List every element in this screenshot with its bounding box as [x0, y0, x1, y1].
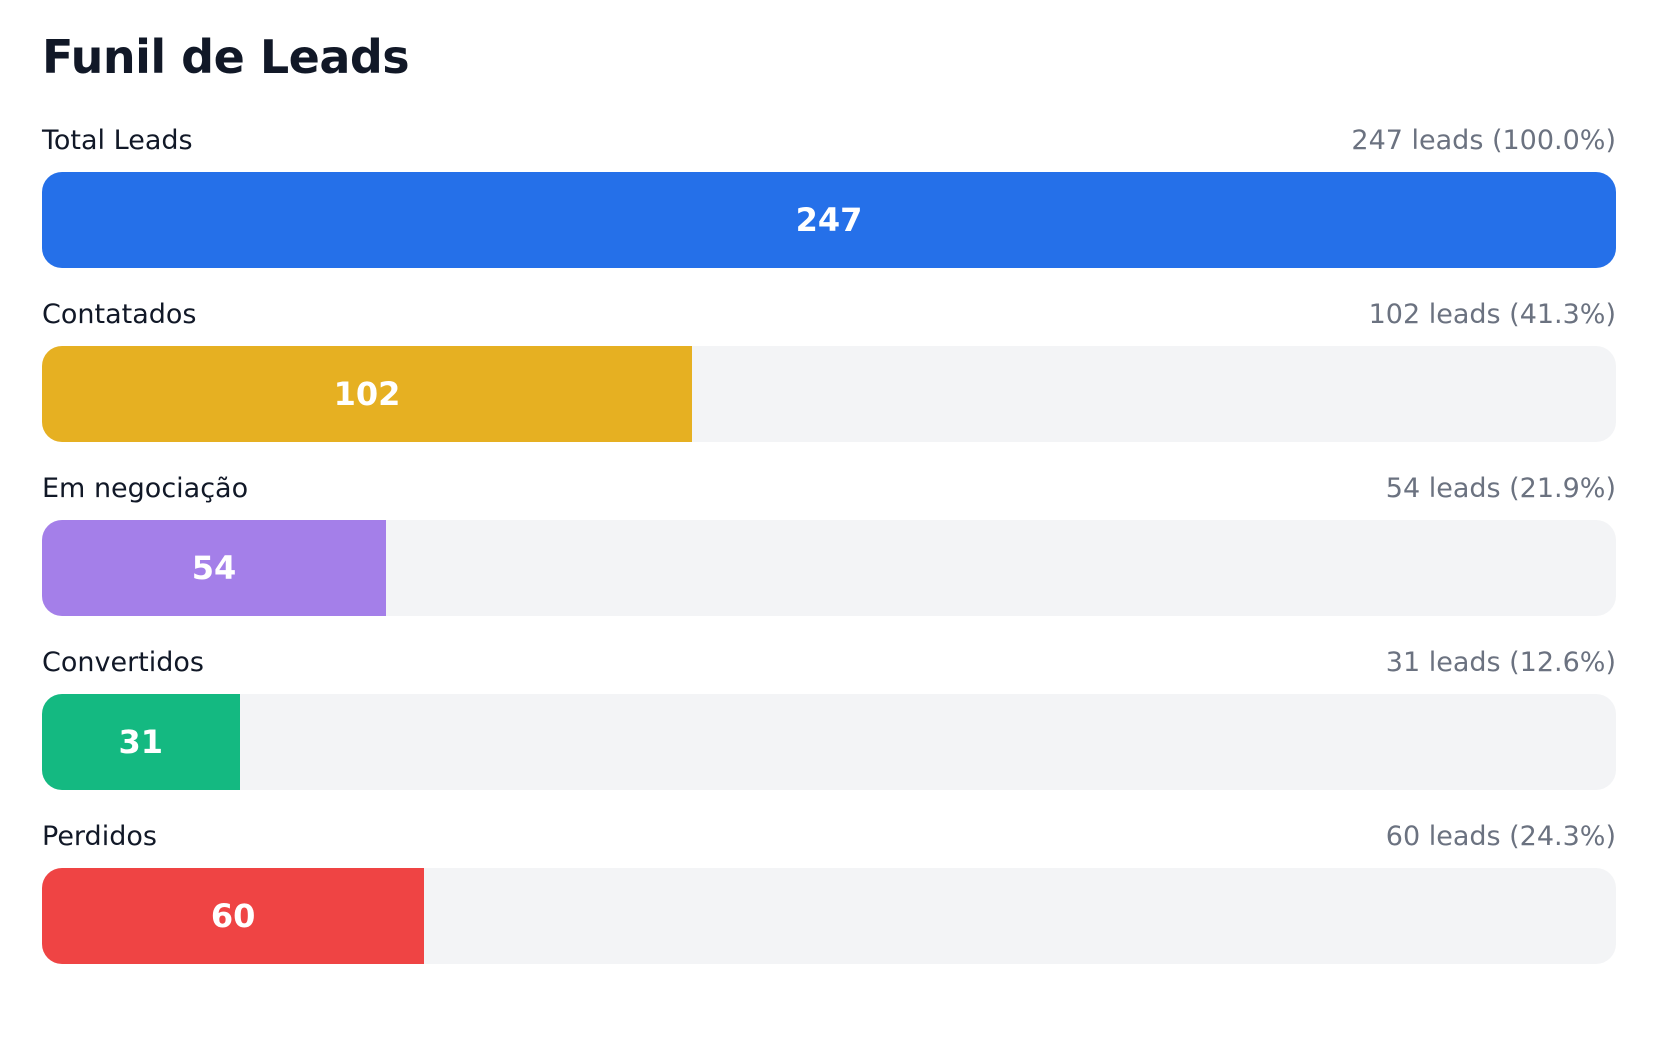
bar-track: 102 [42, 346, 1616, 442]
bar-value-label: 247 [795, 201, 863, 239]
summary-label: 60 leads (24.3%) [1385, 820, 1616, 852]
category-label: Convertidos [42, 646, 204, 678]
bar: 54 [42, 520, 387, 616]
chart-title: Funil de Leads [42, 30, 410, 84]
funnel-row: Convertidos 31 leads (12.6%) 31 [42, 642, 1616, 790]
funnel-row: Em negociação 54 leads (21.9%) 54 [42, 468, 1616, 616]
category-label: Perdidos [42, 820, 157, 852]
bar-track: 247 [42, 172, 1616, 268]
bar-value-label: 54 [191, 549, 237, 587]
bar-track: 60 [42, 868, 1616, 964]
bar-track: 31 [42, 694, 1616, 790]
bar: 247 [42, 172, 1616, 268]
summary-label: 31 leads (12.6%) [1385, 646, 1616, 678]
bar-track: 54 [42, 520, 1616, 616]
row-header: Em negociação 54 leads (21.9%) [42, 468, 1616, 508]
category-label: Total Leads [42, 124, 193, 156]
bar: 31 [42, 694, 240, 790]
funnel-row: Perdidos 60 leads (24.3%) 60 [42, 816, 1616, 964]
funnel-row: Contatados 102 leads (41.3%) 102 [42, 294, 1616, 442]
bar-value-label: 31 [118, 723, 164, 761]
funnel-row: Total Leads 247 leads (100.0%) 247 [42, 120, 1616, 268]
category-label: Em negociação [42, 472, 249, 504]
row-header: Perdidos 60 leads (24.3%) [42, 816, 1616, 856]
bar-value-label: 102 [333, 375, 401, 413]
bar-value-label: 60 [210, 897, 256, 935]
summary-label: 247 leads (100.0%) [1351, 124, 1616, 156]
bar: 102 [42, 346, 692, 442]
bar: 60 [42, 868, 425, 964]
summary-label: 54 leads (21.9%) [1385, 472, 1616, 504]
row-header: Contatados 102 leads (41.3%) [42, 294, 1616, 334]
row-header: Total Leads 247 leads (100.0%) [42, 120, 1616, 160]
row-header: Convertidos 31 leads (12.6%) [42, 642, 1616, 682]
funnel-card: Funil de Leads Total Leads 247 leads (100… [42, 30, 1616, 990]
funnel-rows: Total Leads 247 leads (100.0%) 247 Contatad… [42, 120, 1616, 964]
summary-label: 102 leads (41.3%) [1368, 298, 1616, 330]
category-label: Contatados [42, 298, 197, 330]
